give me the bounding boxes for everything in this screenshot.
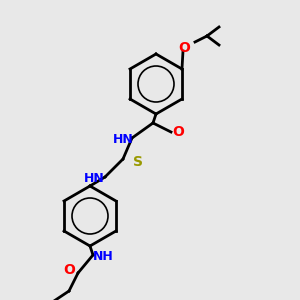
Text: HN: HN (84, 172, 105, 185)
Text: HN: HN (112, 133, 134, 146)
Text: O: O (63, 263, 75, 277)
Text: NH: NH (93, 250, 114, 263)
Text: S: S (133, 155, 143, 169)
Text: O: O (178, 41, 190, 55)
Text: O: O (172, 125, 184, 139)
